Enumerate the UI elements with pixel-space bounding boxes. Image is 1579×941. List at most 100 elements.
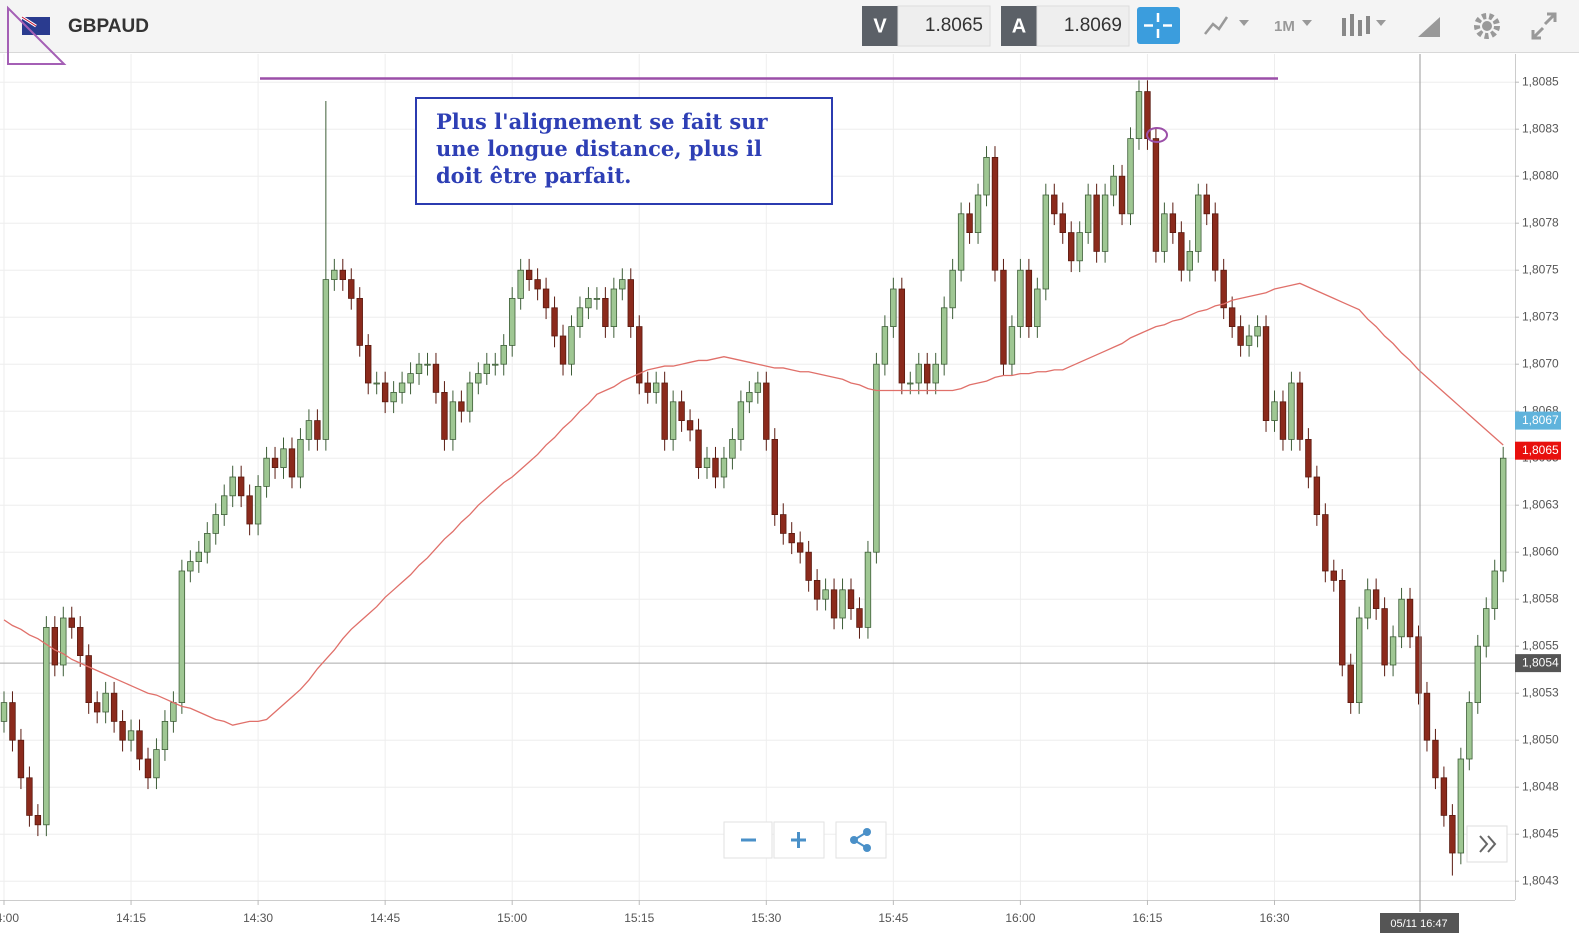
candle-body — [1051, 194, 1058, 215]
candle-body — [1330, 570, 1337, 581]
candle-body — [957, 213, 965, 271]
share[interactable] — [835, 821, 887, 859]
candle-body — [17, 739, 25, 779]
y-tick-label: 1,8055 — [1522, 638, 1559, 652]
candle-body — [161, 721, 169, 751]
x-tick-label: 15:15 — [624, 911, 654, 925]
candle-body — [898, 288, 906, 384]
candle-body — [754, 382, 762, 393]
y-tick-label: 1,8070 — [1522, 356, 1559, 370]
crosshair-time-box — [1380, 913, 1459, 933]
candle-body — [1466, 702, 1473, 760]
candle-body — [873, 363, 880, 553]
candle-body — [949, 269, 956, 309]
x-tick-label: 14:45 — [370, 911, 400, 925]
candle-body — [26, 777, 33, 816]
candle-body — [1415, 636, 1422, 694]
candle-body — [1271, 401, 1278, 421]
candle-body — [297, 438, 304, 478]
candle-body — [280, 448, 287, 468]
candle-body — [1008, 326, 1016, 365]
candle-body — [1432, 739, 1439, 779]
candle-body — [712, 457, 719, 478]
x-tick-label: 16:30 — [1259, 911, 1289, 925]
candle-body — [534, 279, 541, 290]
candle-body — [195, 551, 203, 563]
candle-body — [1068, 232, 1075, 262]
settings-icon-core — [1482, 21, 1492, 31]
candle-body — [246, 495, 253, 525]
candle-body — [322, 279, 330, 440]
candle-body — [288, 448, 296, 478]
crosshair-value-box — [1515, 654, 1561, 673]
candle-body — [788, 533, 795, 544]
candle-body — [881, 326, 889, 365]
crosshair-button[interactable] — [1137, 7, 1180, 44]
crosshair-icon — [1144, 13, 1172, 38]
candle-body — [932, 363, 939, 384]
candle-body — [43, 627, 50, 826]
candle-body — [449, 401, 457, 440]
candle-body — [348, 279, 355, 299]
candle-body — [102, 692, 109, 713]
dropdown — [1302, 20, 1312, 26]
candle-body — [1059, 213, 1066, 234]
candle-body — [144, 758, 152, 779]
triangle-drawing — [7, 5, 67, 65]
candle-body — [695, 429, 702, 468]
dropdown — [1239, 20, 1249, 26]
candle-body — [720, 457, 728, 478]
candle-body — [229, 476, 236, 497]
candle-body — [237, 476, 245, 497]
candle-body — [983, 156, 990, 196]
candle-body — [93, 702, 101, 713]
candle-body — [1457, 758, 1465, 854]
timeframe[interactable]: 1M — [1274, 18, 1295, 35]
y-tick-label: 1,8080 — [1522, 168, 1559, 182]
candle-body — [890, 288, 897, 327]
candle-body — [314, 420, 321, 440]
candle-body — [170, 702, 177, 722]
candle-body — [1491, 570, 1498, 609]
candle-body — [805, 551, 812, 581]
ask-button[interactable] — [1001, 6, 1037, 46]
chart-type-icon[interactable] — [1204, 16, 1229, 35]
candle-body — [127, 730, 135, 741]
candle-body — [763, 382, 770, 440]
candle-body — [1499, 457, 1507, 572]
candle-body — [991, 156, 999, 271]
fullscreen-icon[interactable] — [1531, 12, 1557, 40]
candle-body — [974, 194, 982, 233]
candle-body — [424, 363, 431, 366]
candle-body — [508, 297, 516, 346]
candle-body — [1372, 589, 1380, 609]
candle-body — [1389, 636, 1397, 666]
candle-body — [822, 589, 829, 600]
settings-icon[interactable] — [1474, 13, 1500, 39]
candle-body — [856, 608, 863, 628]
candle-body — [847, 589, 855, 609]
draw-icon[interactable] — [1418, 17, 1440, 37]
share-icon — [850, 828, 871, 852]
candle-body — [1220, 269, 1227, 309]
bid-button[interactable] — [862, 6, 898, 46]
indicator-icon[interactable] — [1342, 14, 1370, 36]
candle-body — [636, 326, 643, 384]
candle-body — [1178, 232, 1185, 271]
y-tick-label: 1,8058 — [1522, 591, 1559, 605]
candle-body — [839, 589, 846, 619]
candle-body — [466, 382, 474, 412]
candle-body — [1017, 269, 1024, 328]
candle-body — [1135, 91, 1143, 139]
candle-body — [441, 391, 448, 440]
candle-body — [415, 363, 423, 375]
candle-body — [136, 730, 143, 760]
candle-body — [1356, 617, 1363, 703]
x-tick-label: 15:00 — [497, 911, 527, 925]
y-tick-label: 1,8073 — [1522, 309, 1559, 323]
candle-body — [780, 514, 787, 534]
candle-body — [1127, 138, 1134, 215]
candle-body — [1195, 194, 1202, 252]
candle-body — [1101, 194, 1109, 252]
